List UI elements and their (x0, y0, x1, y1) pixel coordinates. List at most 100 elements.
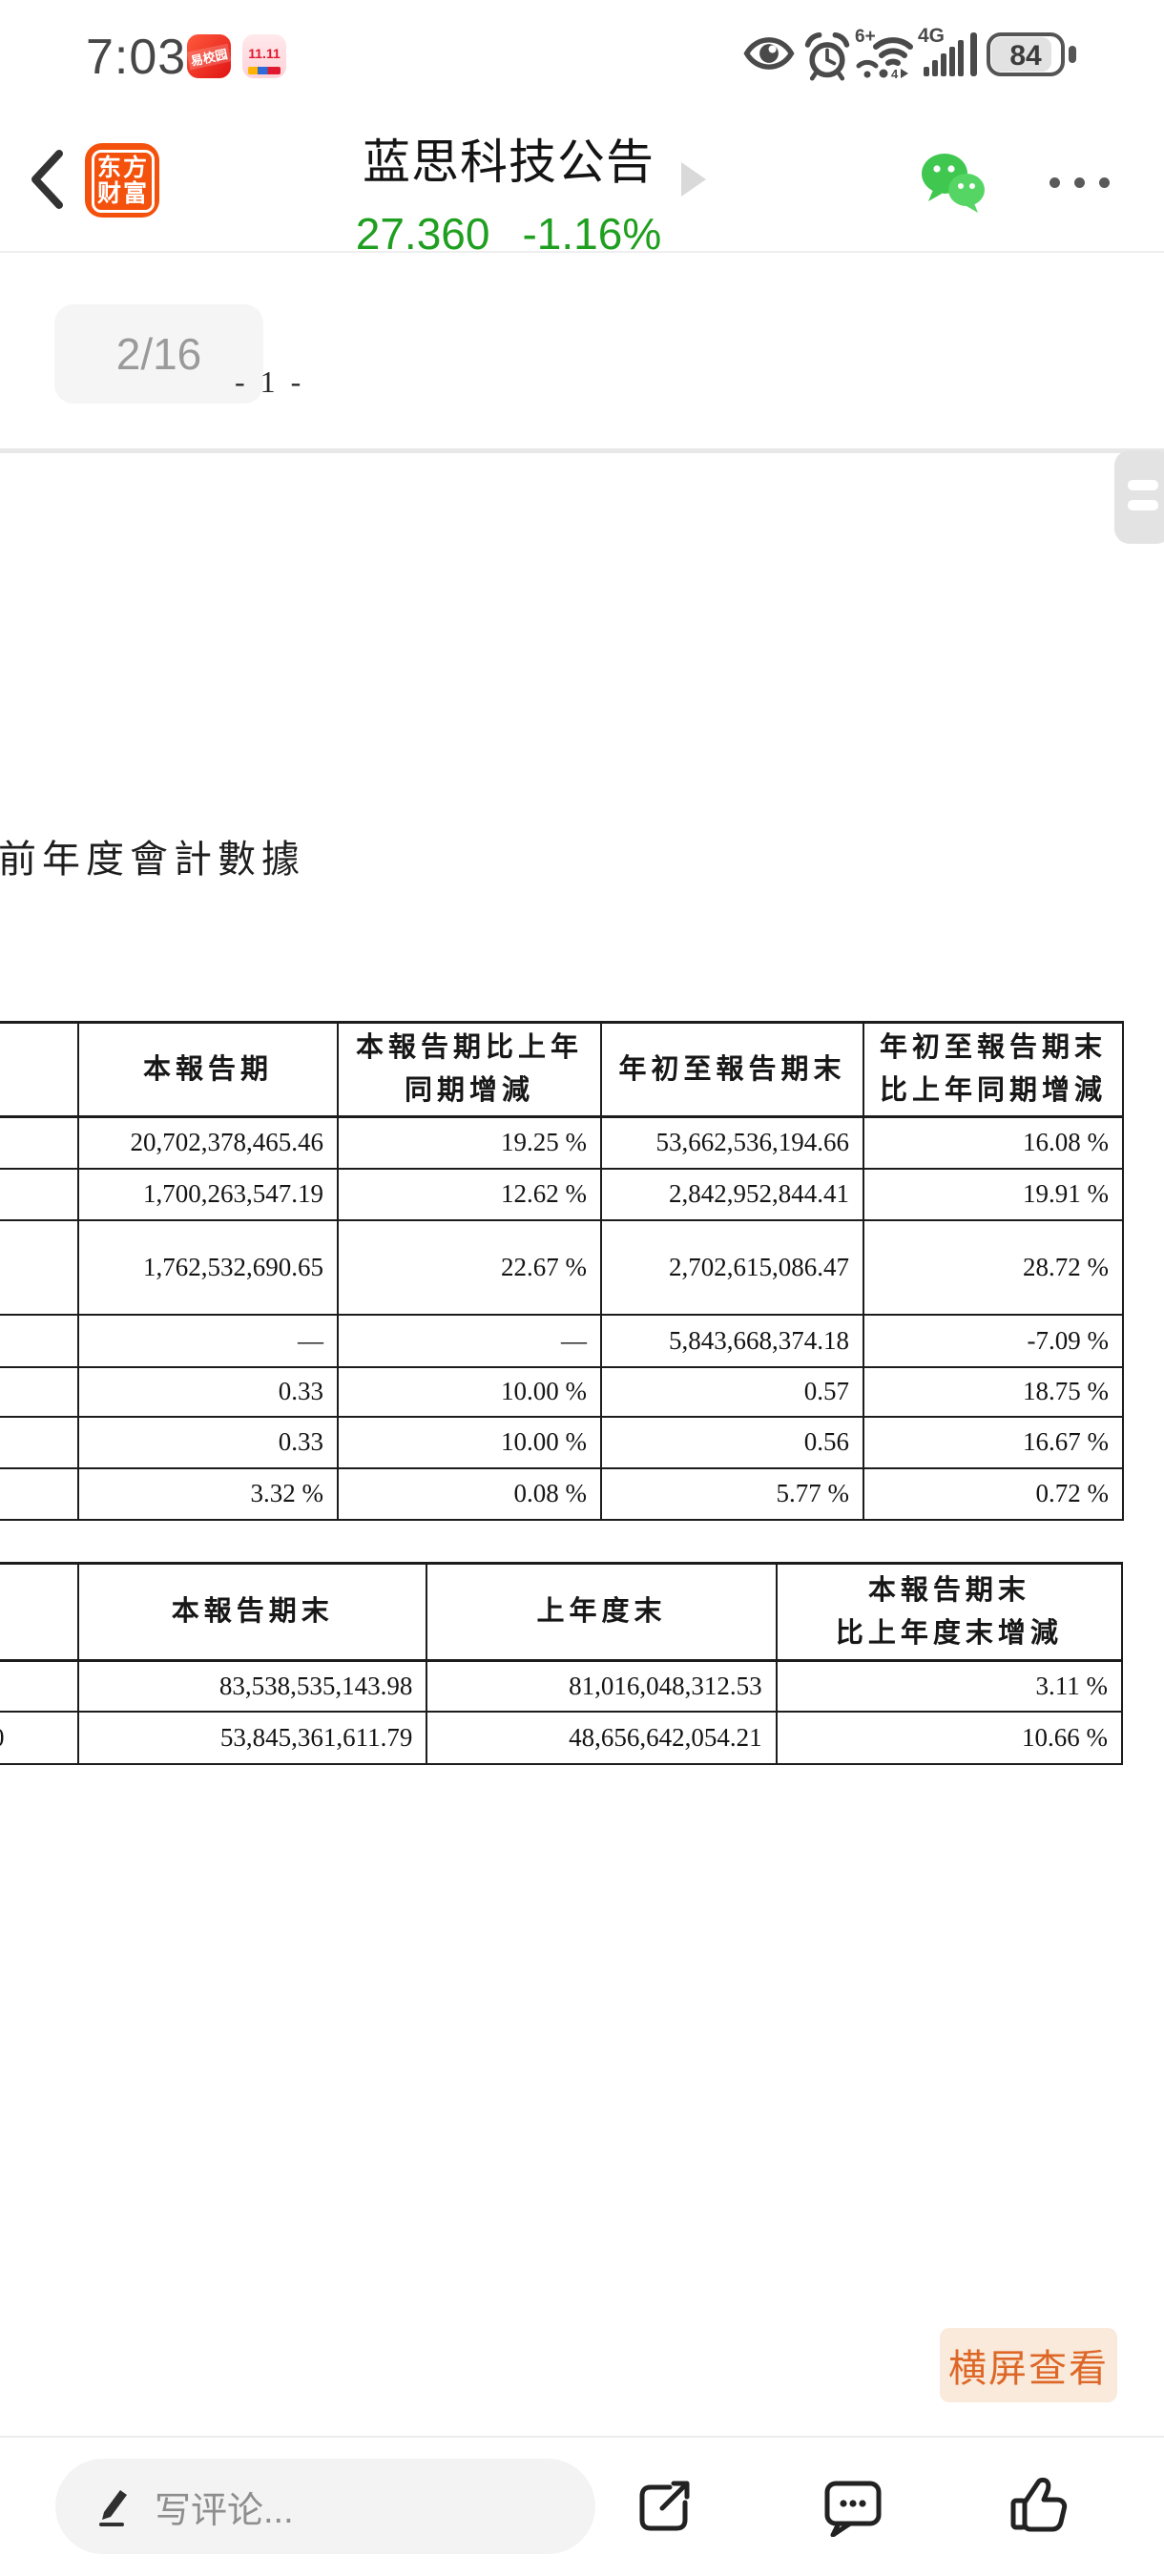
table-header-row: 本報告期 本報告期比上年 同期增減 年初至報告期末 年初至報告期末 比上年同期增… (0, 1021, 1124, 1118)
col-header: 本報告期末 (867, 1574, 1030, 1606)
table-cell: 0.08 % (337, 1466, 602, 1521)
table-cell: 19.25 % (337, 1115, 602, 1170)
table-cell: 5.77 % (600, 1466, 864, 1521)
wifi-icon: 6+ 4 (855, 27, 913, 80)
table-cell: 3.32 % (77, 1466, 339, 1521)
page-title: 蓝思科技公告 (363, 135, 655, 189)
table-row: 1,762,532,690.65 22.67 % 2,702,615,086.4… (0, 1218, 1124, 1316)
eastmoney-logo[interactable]: 东方 财富 (85, 143, 159, 218)
more-menu-icon[interactable] (1050, 177, 1110, 188)
signal-icon: 4G (918, 25, 977, 76)
col-header: 年初至報告期末 (618, 1053, 846, 1085)
table-row: 83,538,535,143.98 81,016,048,312.53 3.11… (0, 1659, 1124, 1713)
table-cell: 10.00 % (337, 1415, 602, 1469)
financial-table-quarter: 本報告期 本報告期比上年 同期增減 年初至報告期末 年初至報告期末 比上年同期增… (0, 1021, 1124, 1521)
table-cell: 28.72 % (863, 1218, 1124, 1316)
table-cell: 2,702,615,086.47 (600, 1218, 864, 1316)
col-header: 同期增減 (404, 1075, 534, 1106)
table-cell: -7.09 % (863, 1313, 1124, 1368)
table-cell: 5,843,668,374.18 (600, 1313, 864, 1368)
table-cell: 16.67 % (863, 1415, 1124, 1469)
table-cell: — (77, 1313, 339, 1368)
table-header-row: 本報告期末 上年度末 本報告期末 比上年度末增減 (0, 1562, 1124, 1662)
document-section-heading: 前年度會計數據 (0, 838, 305, 881)
table-row: 3.32 % 0.08 % 5.77 % 0.72 % (0, 1466, 1124, 1521)
col-header: 本報告期 (142, 1053, 273, 1085)
table-cell: 3.11 % (775, 1659, 1124, 1713)
col-header: 上年度末 (536, 1596, 667, 1628)
app-icon-2-decoration (248, 67, 281, 74)
table-cell: 19.91 % (863, 1167, 1124, 1221)
share-icon[interactable] (634, 2476, 695, 2537)
table-cell: 81,016,048,312.53 (426, 1659, 778, 1713)
table-cell: 2,842,952,844.41 (600, 1167, 864, 1221)
table-cell: 53,845,361,611.79 (77, 1710, 428, 1765)
table-cell: 53,662,536,194.66 (600, 1115, 864, 1170)
table-cell: 16.08 % (863, 1115, 1124, 1170)
landscape-view-label: 横屏查看 (948, 2348, 1109, 2390)
financial-table-balance: 本報告期末 上年度末 本報告期末 比上年度末增減 83,538,535,143.… (0, 1562, 1124, 1765)
app-icon-2-label: 11.11 (248, 46, 281, 61)
scrollbar-handle[interactable] (1114, 450, 1164, 544)
stock-price: 27.360 (355, 209, 490, 259)
col-header: 比上年同期增減 (879, 1075, 1107, 1106)
table-cell: 0.72 % (863, 1466, 1124, 1521)
eye-protection-icon (743, 37, 795, 70)
bottom-toolbar: 写评论... (0, 2436, 1164, 2576)
battery-icon: 84 (987, 32, 1076, 76)
status-time: 7:03 (86, 30, 187, 85)
pencil-icon (99, 2490, 127, 2526)
table-cell: 18.75 % (863, 1365, 1124, 1418)
table-row: 0.33 10.00 % 0.56 16.67 % (0, 1415, 1124, 1469)
table-cell: 0.33 (77, 1415, 339, 1469)
app-icon-1-label: 易校园 (187, 43, 231, 71)
table-cell: 10.00 % (337, 1365, 602, 1418)
table-row: 1,700,263,547.19 12.62 % 2,842,952,844.4… (0, 1167, 1124, 1221)
wifi-sub-label: 4 (891, 67, 899, 80)
table-cell: 1,700,263,547.19 (77, 1167, 339, 1221)
table-row: 20,702,378,465.46 19.25 % 53,662,536,194… (0, 1115, 1124, 1170)
wifi6-label: 6+ (855, 27, 876, 47)
page-indicator-text: 2/16 (115, 329, 202, 379)
title-block[interactable]: 蓝思科技公告 27.360 -1.16% (284, 124, 733, 260)
stock-change: -1.16% (522, 209, 662, 259)
table-row: 0 53,845,361,611.79 48,656,642,054.21 10… (0, 1710, 1124, 1765)
table-cell: — (337, 1313, 602, 1368)
col-header: 比上年度末增減 (835, 1617, 1063, 1649)
wechat-share-icon[interactable] (920, 151, 988, 214)
like-icon[interactable] (1006, 2470, 1072, 2537)
battery-percent: 84 (1009, 40, 1042, 72)
table-cell: 0.33 (77, 1365, 339, 1418)
table-cell: 20,702,378,465.46 (77, 1115, 339, 1170)
table-cell: 0.56 (600, 1415, 864, 1469)
table-row: — — 5,843,668,374.18 -7.09 % (0, 1313, 1124, 1368)
comment-placeholder: 写评论... (155, 2490, 294, 2531)
alarm-icon (804, 31, 850, 81)
notification-app-icon-2: 11.11 (242, 34, 286, 78)
landscape-view-button[interactable]: 横屏查看 (940, 2328, 1117, 2402)
page-divider (0, 448, 1164, 453)
table-cell: 83,538,535,143.98 (77, 1659, 428, 1713)
table-cell: 22.67 % (337, 1218, 602, 1316)
back-icon[interactable] (29, 149, 65, 210)
col-header: 年初至報告期末 (879, 1032, 1107, 1064)
table-row: 0.33 10.00 % 0.57 18.75 % (0, 1365, 1124, 1418)
comments-icon[interactable] (821, 2476, 883, 2537)
page-indicator-badge: 2/16 (54, 304, 263, 404)
expand-arrow-icon[interactable] (681, 162, 706, 197)
table-cell: 0.57 (600, 1365, 864, 1418)
app-header: 东方 财富 蓝思科技公告 27.360 -1.16% (0, 95, 1164, 259)
clipped-stub-text: 0 (0, 1723, 76, 1753)
table-cell: 1,762,532,690.65 (77, 1218, 339, 1316)
document-page-footer: - 1 - (235, 364, 305, 399)
logo-text-2: 财富 (96, 180, 149, 207)
notification-app-icon-1: 易校园 (187, 34, 231, 78)
table-cell: 12.62 % (337, 1167, 602, 1221)
comment-input[interactable]: 写评论... (55, 2459, 595, 2554)
table-cell: 48,656,642,054.21 (426, 1710, 778, 1765)
col-header: 本報告期末 (171, 1596, 334, 1628)
network-label: 4G (918, 25, 945, 47)
col-header: 本報告期比上年 (355, 1032, 583, 1064)
logo-text-1: 东方 (96, 155, 149, 181)
